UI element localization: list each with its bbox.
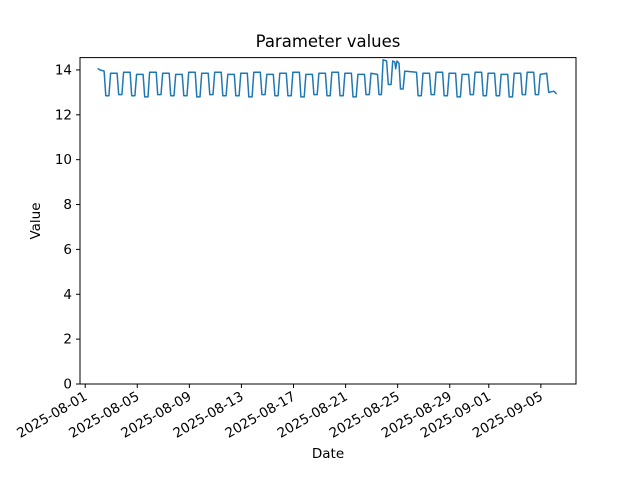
y-axis-label: Value — [28, 202, 44, 240]
y-tick-label: 8 — [63, 197, 72, 213]
y-tick-label: 0 — [63, 377, 72, 393]
y-tick-label: 4 — [63, 287, 72, 303]
axes-spines — [79, 57, 577, 385]
y-tick-label: 10 — [55, 152, 72, 168]
y-tick-label: 2 — [63, 332, 72, 348]
x-axis-label: Date — [311, 446, 345, 462]
y-tick-label: 12 — [55, 107, 72, 123]
data-line-series — [97, 59, 557, 98]
y-tick-label: 14 — [55, 62, 72, 78]
y-tick-label: 6 — [63, 242, 72, 258]
chart-title: Parameter values — [255, 32, 401, 51]
